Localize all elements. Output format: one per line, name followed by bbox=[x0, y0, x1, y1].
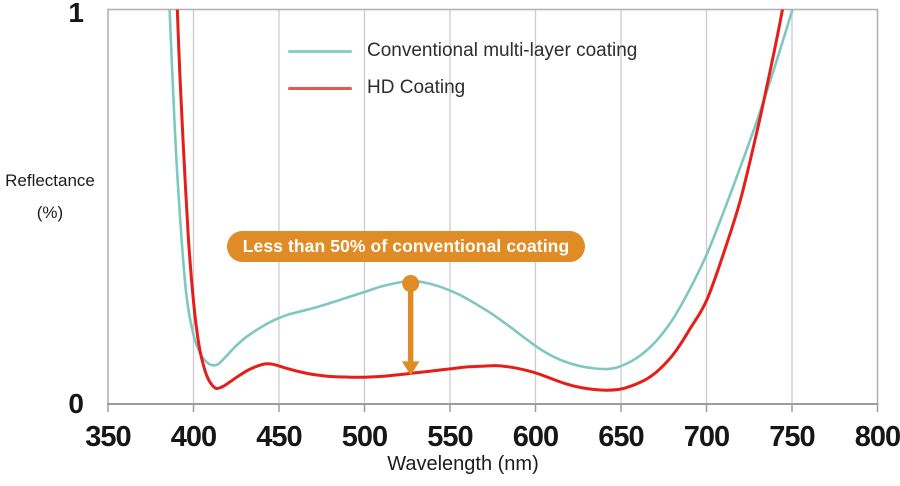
y-tick-label-1: 1 bbox=[68, 0, 84, 28]
annotation-badge: Less than 50% of conventional coating bbox=[227, 231, 585, 262]
legend-item-conventional: Conventional multi-layer coating bbox=[288, 39, 637, 63]
x-tick-label-500: 500 bbox=[341, 421, 388, 453]
conventional-coating-curve bbox=[168, 9, 794, 371]
hd-coating-curve bbox=[175, 9, 785, 392]
difference-arrow-dot-icon bbox=[402, 274, 420, 292]
difference-arrow-head-icon bbox=[401, 361, 420, 376]
y-axis-title-units: (%) bbox=[36, 203, 64, 222]
x-tick-label-600: 600 bbox=[512, 421, 559, 453]
x-tick-label-750: 750 bbox=[769, 421, 815, 453]
x-axis-tick-labels: 350 400 450 500 550 600 650 700 750 800 bbox=[0, 422, 900, 456]
legend-item-hd: HD Coating bbox=[288, 76, 637, 100]
x-tick-label-550: 550 bbox=[427, 421, 473, 453]
x-tick-label-700: 700 bbox=[683, 421, 730, 453]
x-tick-label-350: 350 bbox=[85, 421, 131, 453]
x-tick-label-800: 800 bbox=[854, 421, 900, 453]
chart-legend: Conventional multi-layer coating HD Coat… bbox=[288, 39, 637, 100]
legend-label-conventional: Conventional multi-layer coating bbox=[367, 40, 638, 61]
x-axis-title: Wavelength (nm) bbox=[387, 453, 539, 475]
x-tick-label-450: 450 bbox=[256, 421, 302, 453]
y-axis-title: Reflectance bbox=[5, 171, 95, 190]
x-tick-label-400: 400 bbox=[170, 421, 217, 453]
legend-label-hd: HD Coating bbox=[367, 77, 466, 98]
legend-line-hd-icon bbox=[288, 86, 352, 90]
legend-line-conventional-icon bbox=[288, 49, 352, 53]
y-tick-label-0: 0 bbox=[68, 388, 84, 419]
x-tick-label-650: 650 bbox=[598, 421, 644, 453]
